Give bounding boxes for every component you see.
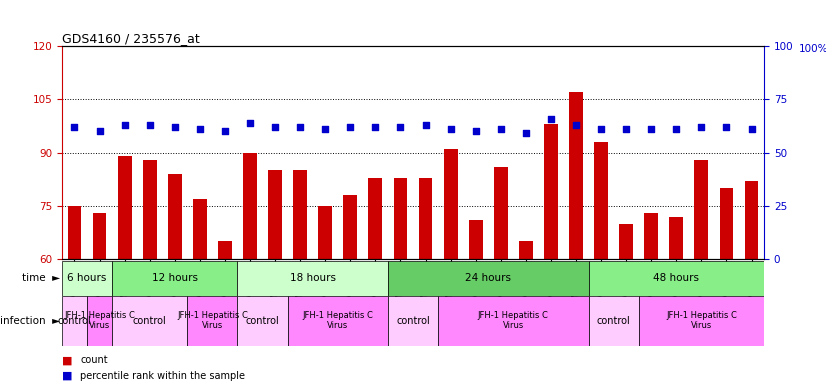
Point <box>469 128 482 134</box>
Point <box>494 126 507 132</box>
Bar <box>143 160 157 384</box>
Point <box>569 122 582 128</box>
Bar <box>243 152 257 384</box>
Bar <box>744 181 758 384</box>
Bar <box>287 296 388 346</box>
Bar <box>695 160 708 384</box>
Text: JFH-1 Hepatitis C
Virus: JFH-1 Hepatitis C Virus <box>302 311 373 330</box>
Y-axis label: 100%: 100% <box>799 44 826 54</box>
Bar <box>388 261 588 296</box>
Bar <box>393 177 407 384</box>
Bar <box>719 188 733 384</box>
Bar <box>193 199 206 384</box>
Point <box>143 122 156 128</box>
Point <box>368 124 382 130</box>
Point <box>419 122 432 128</box>
Bar <box>594 142 608 384</box>
Bar <box>238 296 287 346</box>
Bar <box>494 167 508 384</box>
Bar <box>620 223 633 384</box>
Text: 18 hours: 18 hours <box>290 273 335 283</box>
Point <box>644 126 657 132</box>
Text: 12 hours: 12 hours <box>152 273 197 283</box>
Bar <box>268 170 282 384</box>
Bar <box>188 296 238 346</box>
Bar <box>644 213 658 384</box>
Point <box>293 124 306 130</box>
Point <box>68 124 81 130</box>
Bar <box>238 261 388 296</box>
Point <box>268 124 282 130</box>
Bar <box>419 177 433 384</box>
Text: count: count <box>80 355 107 365</box>
Bar <box>368 177 382 384</box>
Bar <box>519 242 533 384</box>
Bar <box>168 174 182 384</box>
Text: GDS4160 / 235576_at: GDS4160 / 235576_at <box>62 32 200 45</box>
Bar <box>388 296 438 346</box>
Text: JFH-1 Hepatitis C
Virus: JFH-1 Hepatitis C Virus <box>666 311 737 330</box>
Point <box>118 122 131 128</box>
Point <box>695 124 708 130</box>
Bar <box>93 213 107 384</box>
Text: control: control <box>396 316 430 326</box>
Point <box>520 131 533 137</box>
Text: JFH-1 Hepatitis C
Virus: JFH-1 Hepatitis C Virus <box>177 311 248 330</box>
Bar <box>112 261 238 296</box>
Bar <box>588 261 764 296</box>
Point <box>444 126 458 132</box>
Point <box>544 116 558 122</box>
Point <box>745 126 758 132</box>
Text: percentile rank within the sample: percentile rank within the sample <box>80 371 245 381</box>
Bar <box>112 296 188 346</box>
Bar <box>669 217 683 384</box>
Bar <box>588 296 638 346</box>
Bar <box>218 242 232 384</box>
Point <box>218 128 231 134</box>
Bar <box>118 156 131 384</box>
Bar <box>318 206 332 384</box>
Point <box>670 126 683 132</box>
Point <box>620 126 633 132</box>
Bar <box>444 149 458 384</box>
Point <box>719 124 733 130</box>
Bar <box>438 296 588 346</box>
Text: JFH-1 Hepatitis C
Virus: JFH-1 Hepatitis C Virus <box>478 311 548 330</box>
Bar <box>293 170 307 384</box>
Point <box>595 126 608 132</box>
Point <box>344 124 357 130</box>
Bar <box>544 124 558 384</box>
Text: 6 hours: 6 hours <box>68 273 107 283</box>
Text: control: control <box>58 316 92 326</box>
Point <box>93 128 107 134</box>
Bar <box>569 92 583 384</box>
Text: ■: ■ <box>62 355 73 365</box>
Text: control: control <box>596 316 630 326</box>
Bar <box>87 296 112 346</box>
Text: JFH-1 Hepatitis C
Virus: JFH-1 Hepatitis C Virus <box>64 311 135 330</box>
Point <box>244 120 257 126</box>
Bar <box>469 220 482 384</box>
Bar <box>344 195 357 384</box>
Point <box>169 124 182 130</box>
Point <box>319 126 332 132</box>
Bar <box>62 261 112 296</box>
Bar <box>62 296 87 346</box>
Point <box>394 124 407 130</box>
Text: time  ►: time ► <box>22 273 60 283</box>
Text: 48 hours: 48 hours <box>653 273 700 283</box>
Bar <box>68 206 82 384</box>
Point <box>193 126 206 132</box>
Text: 24 hours: 24 hours <box>465 273 511 283</box>
Text: control: control <box>133 316 167 326</box>
Text: control: control <box>245 316 279 326</box>
Text: ■: ■ <box>62 371 73 381</box>
Bar <box>638 296 764 346</box>
Text: infection  ►: infection ► <box>0 316 60 326</box>
